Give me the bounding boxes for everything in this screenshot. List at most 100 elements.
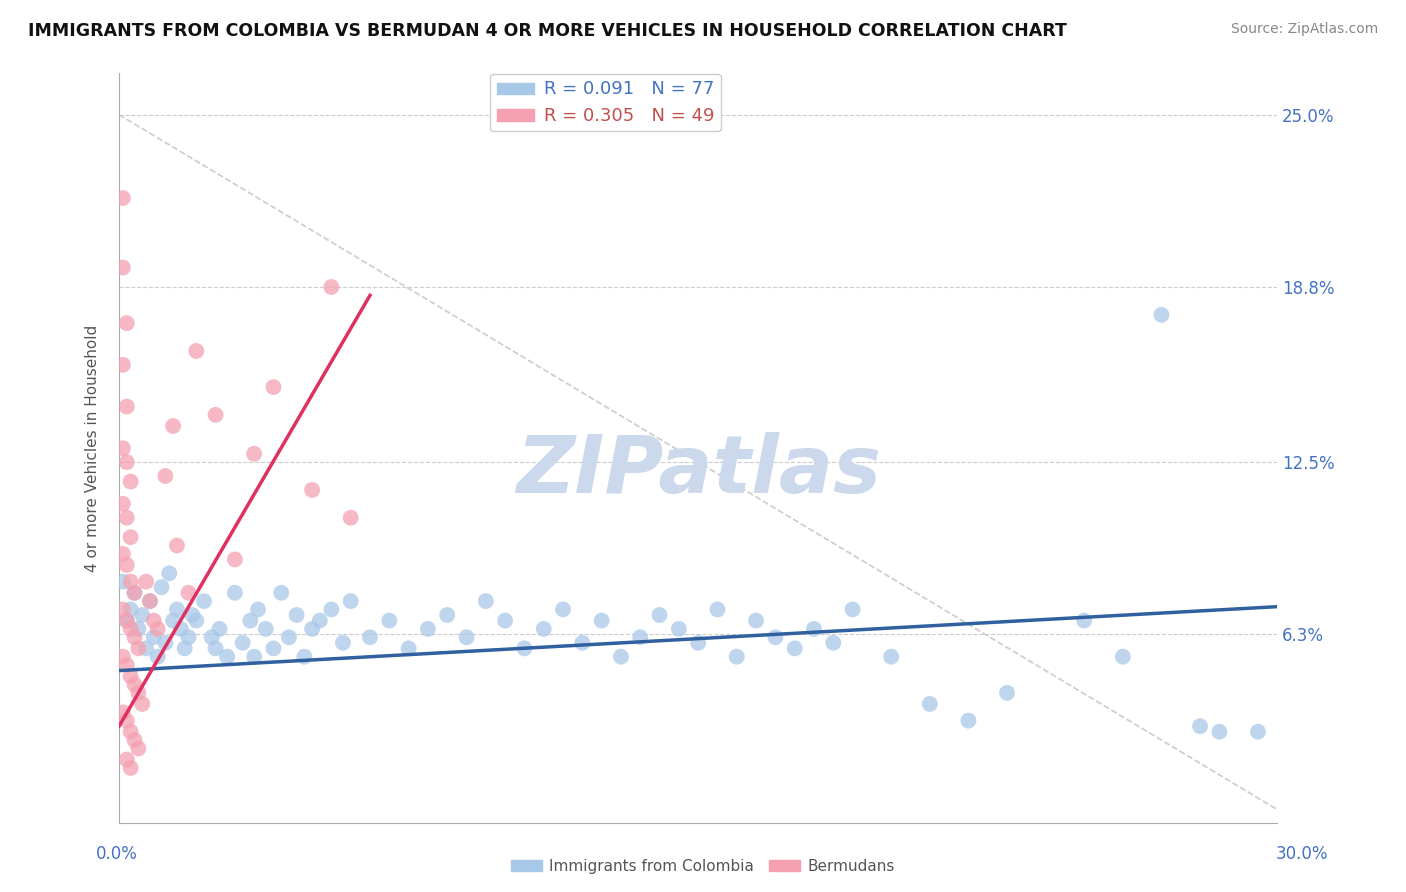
- Point: [436, 607, 458, 622]
- Point: [706, 602, 728, 616]
- Point: [243, 649, 266, 664]
- Point: [918, 697, 941, 711]
- Point: [142, 614, 165, 628]
- Point: [456, 630, 478, 644]
- Point: [803, 622, 825, 636]
- Point: [610, 649, 633, 664]
- Point: [475, 594, 498, 608]
- Point: [111, 497, 134, 511]
- Point: [1073, 614, 1095, 628]
- Point: [155, 636, 177, 650]
- Point: [224, 586, 246, 600]
- Point: [232, 636, 254, 650]
- Point: [115, 400, 138, 414]
- Point: [166, 602, 188, 616]
- Point: [688, 636, 710, 650]
- Point: [277, 630, 299, 644]
- Point: [115, 753, 138, 767]
- Point: [186, 343, 208, 358]
- Point: [301, 483, 323, 497]
- Point: [591, 614, 613, 628]
- Point: [823, 636, 845, 650]
- Point: [1247, 724, 1270, 739]
- Point: [124, 677, 146, 691]
- Point: [115, 316, 138, 330]
- Point: [131, 607, 153, 622]
- Point: [1208, 724, 1230, 739]
- Text: 30.0%: 30.0%: [1277, 846, 1329, 863]
- Point: [115, 658, 138, 673]
- Point: [150, 580, 173, 594]
- Point: [120, 761, 142, 775]
- Legend: R = 0.091   N = 77, R = 0.305   N = 49: R = 0.091 N = 77, R = 0.305 N = 49: [491, 74, 721, 131]
- Point: [177, 630, 200, 644]
- Point: [217, 649, 239, 664]
- Point: [146, 649, 169, 664]
- Point: [111, 260, 134, 275]
- Point: [142, 630, 165, 644]
- Point: [162, 614, 184, 628]
- Point: [170, 622, 193, 636]
- Text: IMMIGRANTS FROM COLOMBIA VS BERMUDAN 4 OR MORE VEHICLES IN HOUSEHOLD CORRELATION: IMMIGRANTS FROM COLOMBIA VS BERMUDAN 4 O…: [28, 22, 1067, 40]
- Point: [285, 607, 308, 622]
- Point: [120, 574, 142, 589]
- Point: [416, 622, 439, 636]
- Point: [378, 614, 401, 628]
- Point: [243, 447, 266, 461]
- Point: [111, 442, 134, 455]
- Point: [124, 586, 146, 600]
- Point: [339, 510, 361, 524]
- Point: [131, 697, 153, 711]
- Text: ZIPatlas: ZIPatlas: [516, 432, 880, 509]
- Point: [1150, 308, 1173, 322]
- Point: [204, 408, 226, 422]
- Point: [115, 714, 138, 728]
- Point: [135, 641, 157, 656]
- Point: [398, 641, 420, 656]
- Point: [957, 714, 980, 728]
- Point: [111, 649, 134, 664]
- Point: [127, 741, 149, 756]
- Point: [111, 602, 134, 616]
- Point: [127, 641, 149, 656]
- Point: [139, 594, 162, 608]
- Point: [224, 552, 246, 566]
- Point: [173, 641, 195, 656]
- Point: [332, 636, 354, 650]
- Point: [763, 630, 786, 644]
- Point: [120, 669, 142, 683]
- Point: [120, 622, 142, 636]
- Point: [725, 649, 748, 664]
- Point: [321, 602, 343, 616]
- Point: [181, 607, 204, 622]
- Point: [162, 419, 184, 434]
- Point: [513, 641, 536, 656]
- Point: [628, 630, 651, 644]
- Point: [115, 558, 138, 572]
- Point: [783, 641, 806, 656]
- Point: [204, 641, 226, 656]
- Point: [339, 594, 361, 608]
- Point: [880, 649, 903, 664]
- Point: [263, 641, 285, 656]
- Point: [254, 622, 277, 636]
- Point: [841, 602, 863, 616]
- Point: [177, 586, 200, 600]
- Text: 0.0%: 0.0%: [96, 846, 138, 863]
- Point: [135, 574, 157, 589]
- Text: Source: ZipAtlas.com: Source: ZipAtlas.com: [1230, 22, 1378, 37]
- Point: [270, 586, 292, 600]
- Point: [111, 358, 134, 372]
- Point: [124, 733, 146, 747]
- Point: [551, 602, 574, 616]
- Point: [115, 510, 138, 524]
- Point: [124, 586, 146, 600]
- Point: [111, 706, 134, 720]
- Point: [120, 530, 142, 544]
- Point: [115, 614, 138, 628]
- Point: [571, 636, 593, 650]
- Point: [111, 547, 134, 561]
- Point: [166, 539, 188, 553]
- Point: [301, 622, 323, 636]
- Point: [120, 602, 142, 616]
